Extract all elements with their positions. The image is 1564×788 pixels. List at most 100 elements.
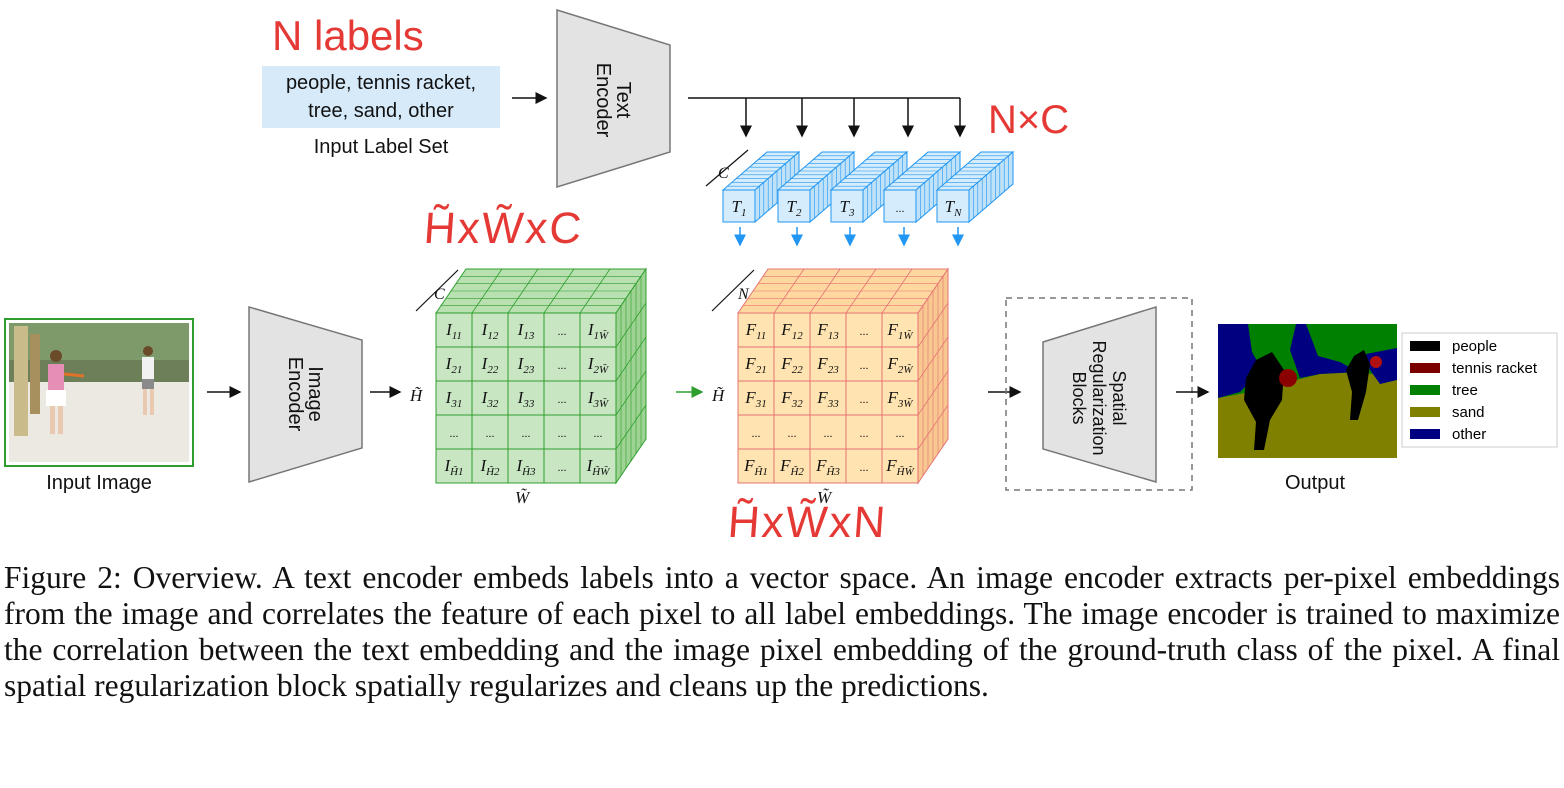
legend-label: tree — [1452, 381, 1478, 399]
image-embedding-cell — [543, 380, 581, 416]
image-embedding-cell-label: IH̃W̃ — [586, 456, 611, 478]
image-embedding-cell-label: ... — [522, 426, 531, 440]
image-encoder-label: Image Encoder — [284, 329, 326, 459]
feature-cell-label: FH̃W̃ — [885, 456, 914, 478]
legend-swatch — [1410, 385, 1440, 395]
image-embedding-cell — [507, 312, 545, 348]
feature-cell-label: ... — [860, 392, 869, 406]
feature-cell-label: F3W̃ — [886, 388, 913, 410]
legend-label: tennis racket — [1452, 359, 1538, 377]
feature-cell-label: ... — [860, 426, 869, 440]
text-encoder-label-line-1: Text — [612, 81, 634, 119]
image-embedding-cube: I11 I12 I13... I1W̃ I21 I22 I23... I2W̃ I31 I32 I3… — [435, 267, 647, 485]
legend-item: tree — [1410, 379, 1556, 401]
text-embedding-vector: T1 — [721, 150, 801, 224]
image-cube-w-label: W̃ — [515, 488, 531, 507]
image-embedding-cell — [543, 448, 581, 484]
feature-cell-label: ... — [824, 426, 833, 440]
embedding-to-feature-arrows — [734, 227, 964, 247]
legend-label: people — [1452, 337, 1498, 355]
image-dims-annotation: H̃xW̃xC — [422, 204, 585, 253]
feature-cell — [881, 380, 919, 416]
text-encoder-shape — [556, 8, 671, 189]
image-embedding-cell-label: I31 — [445, 388, 463, 410]
feature-cell — [737, 380, 775, 416]
image-embedding-cell-label: ... — [558, 392, 567, 406]
feature-cell — [845, 312, 883, 348]
feature-cell — [881, 448, 919, 484]
feature-cell — [845, 448, 883, 484]
spatial-block-dashed-frame — [1005, 297, 1193, 491]
image-embedding-cell — [543, 346, 581, 382]
image-embedding-cell-label: I12 — [481, 320, 499, 342]
image-embedding-cell-label: I33 — [517, 388, 535, 410]
spatial-regularization-label: Spatial Regularization Blocks — [1069, 323, 1129, 473]
feature-cube-w-label: W̃ — [817, 488, 833, 507]
image-embedding-cell — [507, 448, 545, 484]
image-embedding-cell-label: ... — [558, 426, 567, 440]
image-embedding-cell — [435, 312, 473, 348]
nxc-annotation: N×C — [988, 98, 1070, 142]
feature-n-dim-line — [711, 269, 755, 312]
legend-item: sand — [1410, 401, 1556, 423]
feature-cell-label: FH̃3 — [815, 456, 840, 478]
feature-cell — [773, 414, 811, 450]
image-embedding-cell-label: I3W̃ — [587, 388, 609, 410]
feature-cell — [845, 346, 883, 382]
image-c-dim-label: C — [434, 286, 445, 303]
image-embedding-cell — [507, 346, 545, 382]
feature-cell — [845, 414, 883, 450]
image-embedding-cell-label: I13 — [517, 320, 535, 342]
image-embedding-cell-label: I22 — [481, 354, 499, 376]
image-embedding-cell-label: ... — [486, 426, 495, 440]
feature-cell-label: F33 — [816, 388, 839, 410]
feature-cell — [809, 448, 847, 484]
legend-item: other — [1410, 423, 1556, 445]
image-embedding-cell-label: I11 — [445, 320, 462, 342]
feature-cell — [845, 380, 883, 416]
image-embedding-cell-label: IH̃2 — [479, 456, 500, 478]
image-embedding-cell — [579, 448, 617, 484]
text-embedding-label: T1 — [732, 197, 747, 219]
image-embedding-cell — [507, 380, 545, 416]
feature-cell-label: F11 — [745, 320, 767, 342]
image-embedding-cell-label: ... — [558, 460, 567, 474]
feature-cell-label: FH̃2 — [779, 456, 804, 478]
figure-caption: Figure 2: Overview. A text encoder embed… — [4, 560, 1560, 703]
text-embedding-label: T3 — [840, 197, 855, 219]
text-c-dim-label: C — [718, 165, 729, 182]
image-embedding-cell-label: I21 — [445, 354, 463, 376]
image-embedding-cell-label: ... — [450, 426, 459, 440]
text-encoder-label: Text Encoder — [592, 35, 634, 165]
text-embedding-vector: TN — [935, 150, 1015, 224]
legend-swatch — [1410, 429, 1440, 439]
image-embedding-cell-label: I1W̃ — [587, 320, 609, 342]
feature-cell-label: F12 — [780, 320, 803, 342]
feature-cell-label: ... — [860, 358, 869, 372]
input-label-box: people, tennis racket, tree, sand, other — [262, 66, 500, 128]
output-label: Output — [1284, 472, 1346, 494]
text-encoder-label-line-2: Encoder — [592, 62, 614, 138]
image-embedding-cell — [579, 312, 617, 348]
legend-item: people — [1410, 335, 1556, 357]
image-embedding-cell — [579, 346, 617, 382]
image-embedding-cell — [471, 380, 509, 416]
feature-cell-label: F13 — [816, 320, 839, 342]
overview-figure: N labels people, tennis racket, tree, sa… — [4, 8, 1558, 547]
text-embedding-vector: T2 — [776, 150, 856, 224]
input-image-photo — [4, 318, 194, 467]
n-labels-annotation: N labels — [272, 12, 424, 59]
input-labels-line-2: tree, sand, other — [308, 100, 454, 122]
legend-swatch — [1410, 363, 1440, 373]
input-label-set-caption: Input Label Set — [313, 136, 449, 158]
image-embedding-cell-label: IH̃3 — [515, 456, 536, 478]
text-embedding-label: TN — [945, 197, 962, 219]
image-cube-h-label: H̃ — [409, 386, 424, 405]
image-embedding-cell-label: ... — [594, 426, 603, 440]
image-embedding-cell-label: I2W̃ — [587, 354, 609, 376]
feature-cell-label: ... — [896, 426, 905, 440]
legend-item: tennis racket — [1410, 357, 1556, 379]
feature-cell-label: F23 — [816, 354, 839, 376]
text-embedding-vector: T3 — [829, 150, 909, 224]
image-embedding-cell-label: I32 — [481, 388, 499, 410]
